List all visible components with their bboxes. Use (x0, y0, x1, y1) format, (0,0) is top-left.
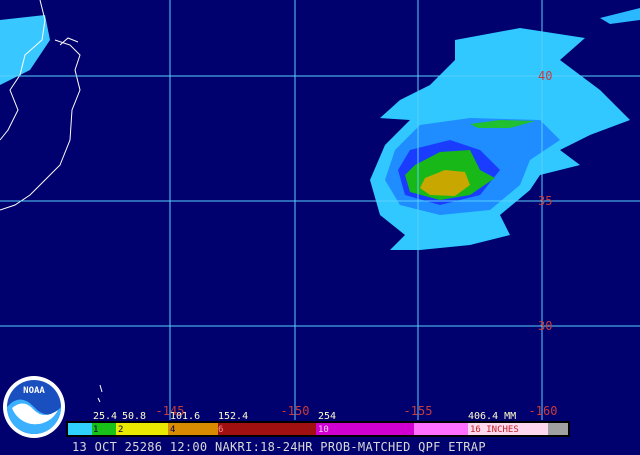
inch-label: 4 (170, 425, 175, 435)
lat-label: 40 (538, 69, 552, 83)
precip-field (0, 8, 640, 250)
noaa-logo: NOAA (3, 376, 65, 438)
lon-label: -150 (281, 404, 310, 418)
lon-label: -160 (529, 404, 558, 418)
inch-label: 16 INCHES (470, 425, 519, 435)
mm-label: 406.4 MM (468, 411, 516, 422)
graticule (0, 0, 640, 420)
lon-label: -145 (156, 404, 185, 418)
mm-label: 152.4 (218, 411, 248, 422)
footer-caption: 13 OCT 25286 12:00 NAKRI:18-24HR PROB-MA… (72, 440, 486, 454)
mm-label: 101.6 (170, 411, 200, 422)
inch-label: 6 (218, 425, 223, 435)
lon-label: -155 (404, 404, 433, 418)
color-bar (66, 421, 570, 437)
mm-label: 254 (318, 411, 336, 422)
lat-label: 35 (538, 194, 552, 208)
inch-label: 1 (93, 425, 98, 435)
lat-label: 30 (538, 319, 552, 333)
mm-label: 50.8 (122, 411, 146, 422)
inch-label: 10 (318, 425, 329, 435)
mm-label: 25.4 (93, 411, 117, 422)
logo-text: NOAA (23, 386, 45, 396)
coastline (0, 0, 103, 403)
inch-label: 2 (118, 425, 123, 435)
